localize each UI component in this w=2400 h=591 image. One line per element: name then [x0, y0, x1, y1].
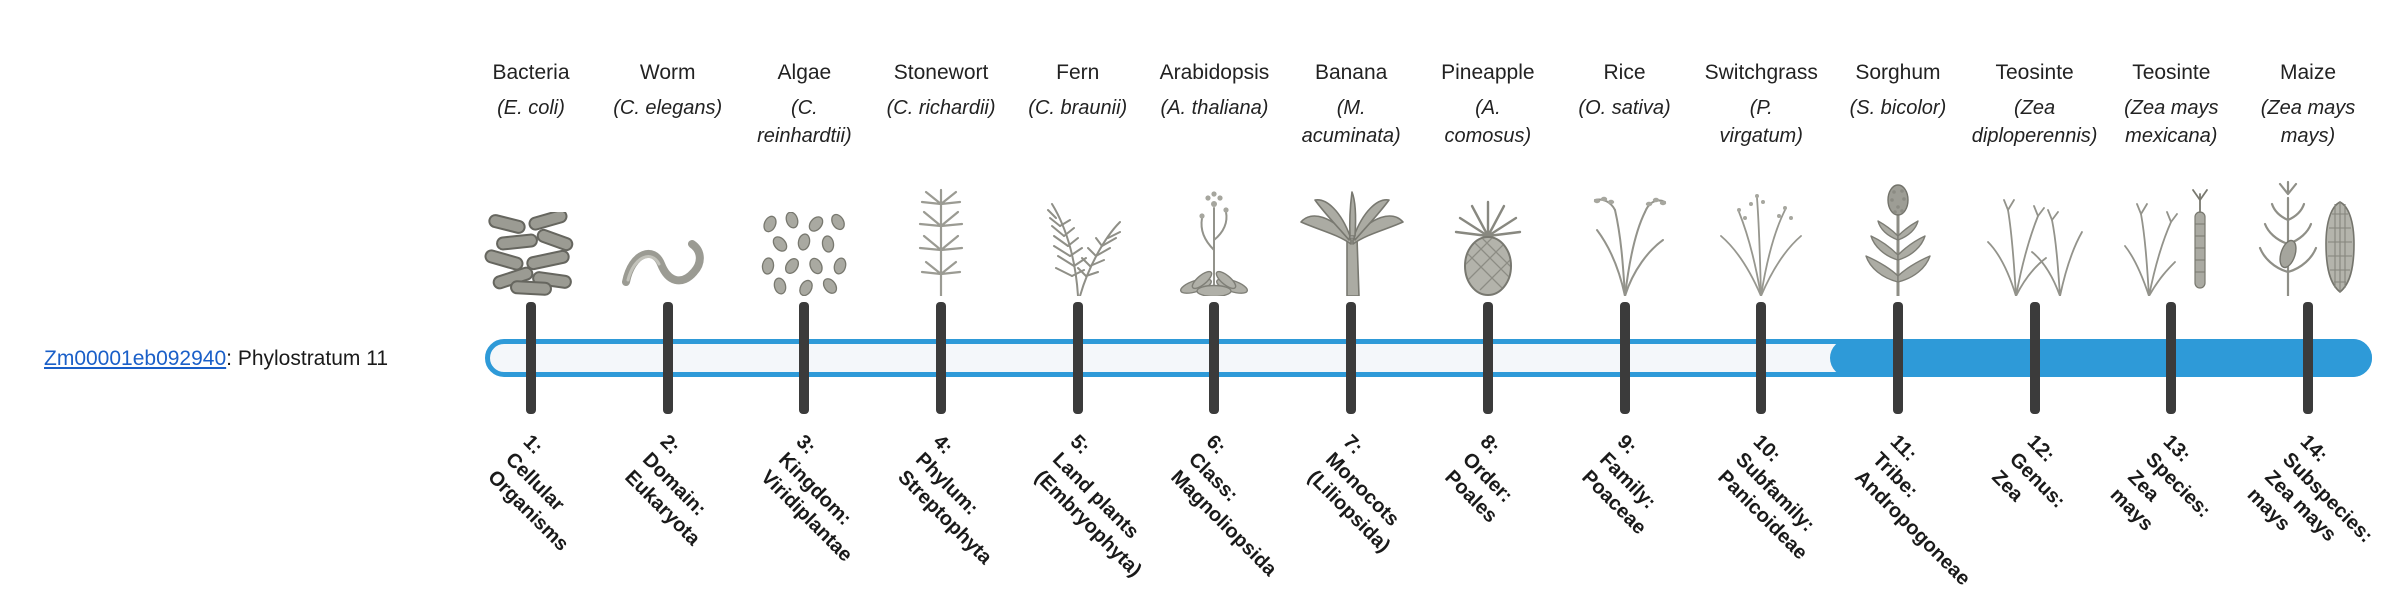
tick-phylostratum-14 [2303, 302, 2313, 414]
taxon-header-bacteria: Bacteria (E. coli) [443, 58, 619, 122]
worm-icon [600, 170, 736, 296]
taxon-common-name: Fern [1056, 61, 1100, 84]
taxon-scientific-name: (Zea diploperennis) [1971, 97, 2098, 147]
tick-phylostratum-3 [799, 302, 810, 414]
maize-icon [2240, 170, 2376, 296]
stratum-label: 4: Phylum: Streptophyta [893, 430, 997, 569]
banana-icon [1283, 170, 1419, 296]
tick-phylostratum-8 [1482, 302, 1493, 414]
gene-phylostratum-text: : Phylostratum 11 [226, 347, 389, 370]
taxon-common-name: Algae [777, 61, 832, 84]
taxon-scientific-name: (P. virgatum) [1719, 97, 1803, 147]
taxon-common-name: Bacteria [492, 61, 570, 84]
taxon-scientific-name: (C. reinhardtii) [757, 97, 852, 147]
stratum-label: 6: Class: Magnoliopsida [1166, 430, 1282, 581]
stratum-label: 1: Cellular Organisms [483, 430, 573, 556]
taxon-scientific-name: (S. bicolor) [1849, 97, 1947, 119]
taxon-scientific-name: (M. acuminata) [1301, 97, 1401, 147]
taxon-common-name: Switchgrass [1704, 61, 1818, 84]
taxon-header-rice: Rice (O. sativa) [1537, 58, 1713, 122]
tick-phylostratum-4 [936, 302, 947, 414]
stratum-label: 14: Subspecies: Zea mays mays [2242, 430, 2377, 548]
taxon-common-name: Stonewort [893, 61, 989, 84]
stratum-label: 7: Monocots (Liliopsida) [1303, 430, 1404, 558]
pineapple-icon [1420, 170, 1556, 296]
taxon-common-name: Pineapple [1441, 61, 1535, 84]
arabidopsis-icon [1146, 170, 1282, 296]
taxon-header-pineapple: Pineapple (A. comosus) [1400, 58, 1576, 150]
taxon-common-name: Maize [2279, 61, 2337, 84]
tick-phylostratum-1 [526, 302, 536, 414]
taxon-header-algae: Algae (C. reinhardtii) [716, 58, 892, 150]
taxon-common-name: Teosinte [2132, 61, 2211, 84]
switchgrass-icon [1693, 170, 1829, 296]
stratum-label: 5: Land plants (Embryophyta) [1030, 430, 1146, 582]
tick-phylostratum-6 [1209, 302, 1220, 414]
tick-phylostratum-2 [662, 302, 673, 414]
stonewort-icon [873, 170, 1009, 296]
stratum-label: 13: Species: Zea mays [2106, 430, 2216, 536]
tick-phylostratum-9 [1619, 302, 1630, 414]
taxon-header-banana: Banana (M. acuminata) [1263, 58, 1439, 150]
taxon-scientific-name: (C. elegans) [613, 97, 723, 119]
taxon-scientific-name: (A. thaliana) [1160, 97, 1269, 119]
taxon-common-name: Banana [1314, 61, 1388, 84]
algae-icon [736, 170, 872, 296]
stratum-label: 11: Tribe: Andropogoneae [1850, 430, 1975, 591]
rice-icon [1557, 170, 1693, 296]
taxon-scientific-name: (C. braunii) [1028, 97, 1128, 119]
taxon-common-name: Sorghum [1855, 61, 1941, 84]
stratum-label: 2: Domain: Eukaryota [620, 430, 710, 551]
stratum-label: 9: Family: Poaceae [1576, 430, 1660, 540]
taxon-header-stonewort: Stonewort (C. richardii) [853, 58, 1029, 122]
stratum-label: 8: Order: Poales [1440, 430, 1517, 528]
taxon-header-sorghum: Sorghum (S. bicolor) [1810, 58, 1986, 122]
fern-icon [1010, 170, 1146, 296]
tick-phylostratum-12 [2029, 302, 2040, 414]
taxon-common-name: Rice [1603, 61, 1646, 84]
teosinte-diploperennis-icon [1967, 170, 2103, 296]
taxon-header-maize: Maize (Zea mays mays) [2220, 58, 2396, 150]
taxon-header-fern: Fern (C. braunii) [990, 58, 1166, 122]
taxon-scientific-name: (O. sativa) [1578, 97, 1671, 119]
tick-phylostratum-7 [1346, 302, 1357, 414]
taxon-header-arabidopsis: Arabidopsis (A. thaliana) [1126, 58, 1302, 122]
stratum-label: 3: Kingdom: Viridiplantae [756, 430, 857, 567]
stratum-label: 12: Genus: Zea [1986, 430, 2069, 513]
sorghum-icon [1830, 170, 1966, 296]
taxon-header-teosinte-diploperennis: Teosinte (Zea diploperennis) [1947, 58, 2123, 150]
timeline-filled-segment [1829, 339, 2372, 377]
taxon-header-teosinte-mexicana: Teosinte (Zea mays mexicana) [2083, 58, 2259, 150]
taxon-scientific-name: (C. richardii) [886, 97, 996, 119]
taxon-scientific-name: (E. coli) [497, 97, 565, 119]
taxon-common-name: Arabidopsis [1159, 61, 1270, 84]
bacteria-icon [463, 170, 599, 296]
taxon-scientific-name: (A. comosus) [1444, 97, 1532, 147]
tick-phylostratum-5 [1072, 302, 1083, 414]
taxon-common-name: Worm [639, 61, 696, 84]
taxon-common-name: Teosinte [1995, 61, 2074, 84]
teosinte-mexicana-icon [2103, 170, 2239, 296]
taxon-header-switchgrass: Switchgrass (P. virgatum) [1673, 58, 1849, 150]
stratum-label: 10: Subfamily: Panicoideae [1713, 430, 1820, 565]
taxon-scientific-name: (Zea mays mexicana) [2124, 97, 2219, 147]
taxon-scientific-name: (Zea mays mays) [2260, 97, 2356, 147]
tick-phylostratum-11 [1892, 302, 1903, 414]
tick-phylostratum-10 [1756, 302, 1767, 414]
taxon-header-worm: Worm (C. elegans) [580, 58, 756, 122]
gene-label: Zm00001eb092940: Phylostratum 11 [44, 346, 388, 372]
gene-link[interactable]: Zm00001eb092940 [44, 347, 227, 370]
tick-phylostratum-13 [2166, 302, 2177, 414]
